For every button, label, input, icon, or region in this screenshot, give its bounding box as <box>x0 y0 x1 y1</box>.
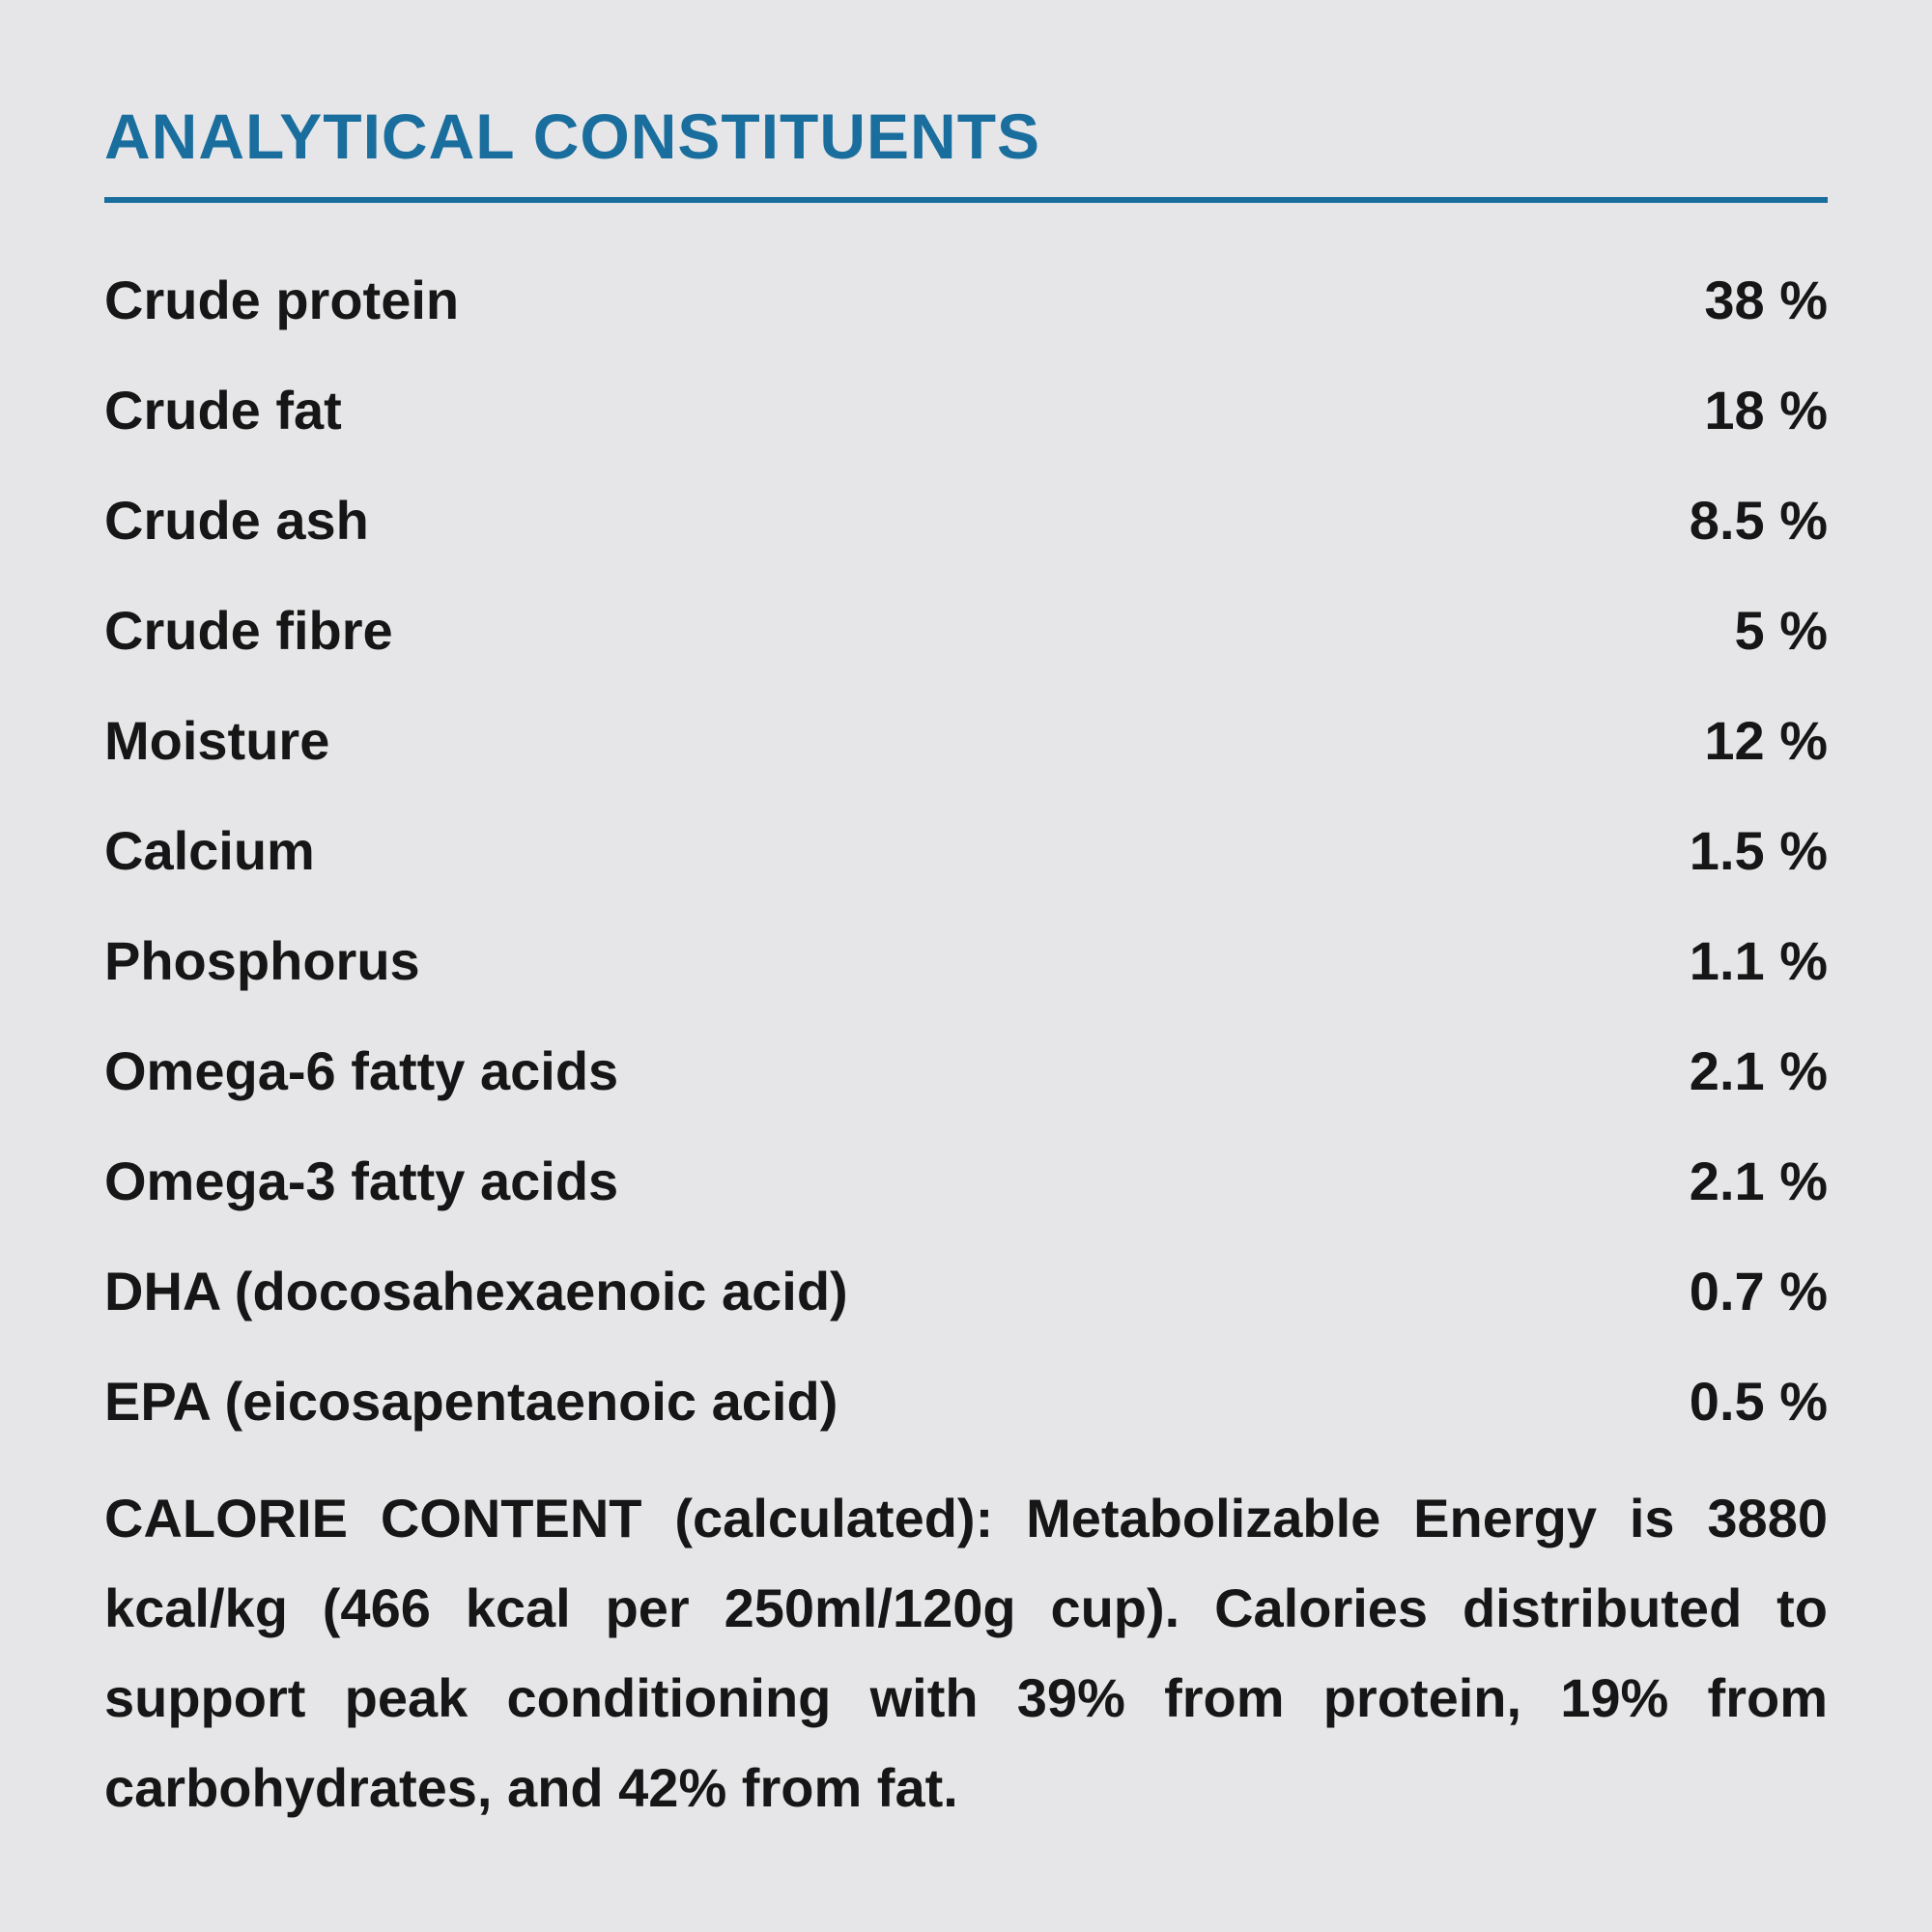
nutrient-value: 0.7 % <box>1689 1261 1828 1321</box>
nutrient-value: 12 % <box>1704 710 1828 771</box>
nutrient-row: Crude fat 18 % <box>104 355 1828 466</box>
nutrient-row: Crude ash 8.5 % <box>104 466 1828 576</box>
nutrient-row: DHA (docosahexaenoic acid) 0.7 % <box>104 1236 1828 1347</box>
nutrient-label: Omega-3 fatty acids <box>104 1151 619 1211</box>
nutrient-value: 8.5 % <box>1689 490 1828 551</box>
nutrient-row: Crude protein 38 % <box>104 245 1828 355</box>
nutrient-label: Phosphorus <box>104 930 420 991</box>
nutrient-label: Crude fibre <box>104 600 393 661</box>
nutrient-label: Calcium <box>104 820 315 881</box>
nutrient-row: Omega-6 fatty acids 2.1 % <box>104 1016 1828 1126</box>
nutrient-value: 18 % <box>1704 380 1828 440</box>
nutrient-value: 38 % <box>1704 270 1828 330</box>
nutrient-label: EPA (eicosapentaenoic acid) <box>104 1371 838 1432</box>
nutrient-label: Omega-6 fatty acids <box>104 1040 619 1101</box>
nutrient-value: 5 % <box>1734 600 1829 661</box>
nutrient-value: 0.5 % <box>1689 1371 1828 1432</box>
nutrient-value: 1.5 % <box>1689 820 1828 881</box>
nutrient-row: Calcium 1.5 % <box>104 796 1828 906</box>
nutrient-row: Omega-3 fatty acids 2.1 % <box>104 1126 1828 1236</box>
nutrient-value: 1.1 % <box>1689 930 1828 991</box>
nutrient-label: Moisture <box>104 710 330 771</box>
nutrient-row: EPA (eicosapentaenoic acid) 0.5 % <box>104 1347 1828 1457</box>
nutrient-label: Crude ash <box>104 490 369 551</box>
calorie-content-paragraph: CALORIE CONTENT (calculated): Metaboliza… <box>104 1488 1828 1818</box>
nutrient-label: Crude fat <box>104 380 342 440</box>
nutrient-row: Moisture 12 % <box>104 686 1828 796</box>
nutrient-value: 2.1 % <box>1689 1151 1828 1211</box>
title-underline-rule <box>104 197 1828 203</box>
nutrient-row: Phosphorus 1.1 % <box>104 906 1828 1016</box>
section-title: ANALYTICAL CONSTITUENTS <box>104 100 1041 172</box>
nutrient-value: 2.1 % <box>1689 1040 1828 1101</box>
nutrient-label: Crude protein <box>104 270 460 330</box>
nutrient-label: DHA (docosahexaenoic acid) <box>104 1261 848 1321</box>
nutrient-table: Crude protein 38 % Crude fat 18 % Crude … <box>104 245 1828 1457</box>
nutrient-row: Crude fibre 5 % <box>104 576 1828 686</box>
